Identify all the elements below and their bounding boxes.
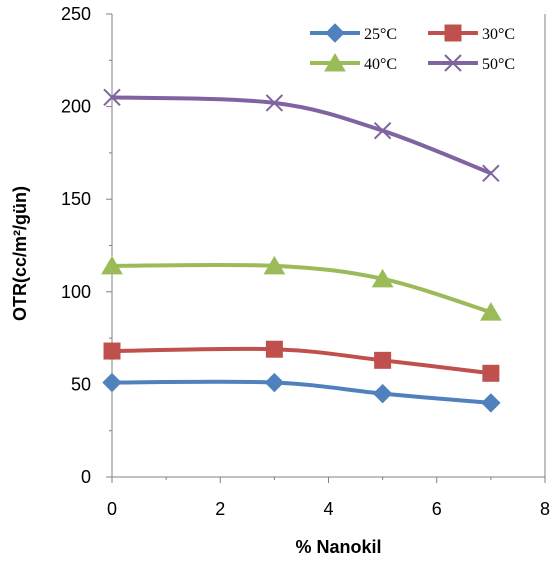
y-tick-label: 100: [61, 282, 91, 302]
x-tick-label: 8: [540, 499, 550, 519]
legend-point: [444, 24, 462, 42]
series-point: [265, 340, 283, 358]
series-line: [111, 262, 492, 315]
legend-item: 30°C: [428, 24, 515, 43]
x-axis-title: % Nanokil: [295, 537, 381, 557]
series-point: [374, 351, 392, 369]
y-axis-title: OTR(cc/m²/gün): [10, 186, 30, 321]
y-tick-label: 200: [61, 97, 91, 117]
x-tick-label: 0: [107, 499, 117, 519]
series-line: [111, 346, 492, 376]
legend-label: 40°C: [364, 56, 397, 73]
legend-label: 25°C: [364, 26, 397, 43]
series-point: [263, 255, 286, 275]
y-tick-label: 150: [61, 189, 91, 209]
series-line: [111, 379, 492, 405]
series-point: [480, 302, 502, 321]
y-tick-label: 50: [71, 374, 91, 394]
series-point: [481, 393, 501, 413]
series-line: [111, 95, 492, 176]
legend-label: 30°C: [482, 26, 515, 43]
series-point: [264, 372, 285, 393]
series-point: [482, 164, 500, 182]
y-tick-label: 0: [81, 467, 91, 487]
series-0: [102, 372, 501, 413]
series-point: [102, 372, 122, 393]
legend-point: [444, 54, 462, 72]
series-1: [103, 340, 500, 382]
series-point: [103, 342, 121, 360]
series-2: [101, 255, 502, 321]
series-point: [372, 383, 393, 404]
plot-area: 0 50 100 150 200 250 0 2 4 6 8: [61, 4, 550, 519]
series-layer: [101, 88, 502, 413]
x-tick-label: 6: [432, 499, 442, 519]
legend-item: 50°C: [428, 54, 515, 73]
series-point: [371, 268, 394, 288]
x-axis-ticks: 0 2 4 6 8: [107, 477, 550, 519]
series-3: [103, 88, 500, 182]
legend-item: 25°C: [310, 23, 397, 43]
series-point: [103, 88, 121, 107]
y-tick-label: 250: [61, 4, 91, 24]
legend-point: [325, 23, 345, 43]
series-point: [265, 94, 284, 112]
series-point: [373, 121, 392, 140]
legend-point: [324, 53, 346, 72]
legend: 25°C 30°C 40°C 50°C: [310, 23, 515, 73]
y-axis-ticks: 0 50 100 150 200 250: [61, 4, 112, 487]
legend-label: 50°C: [482, 56, 515, 73]
x-tick-label: 2: [215, 499, 225, 519]
legend-item: 40°C: [310, 53, 397, 73]
series-point: [482, 364, 500, 382]
series-point: [101, 255, 123, 275]
x-tick-label: 4: [323, 499, 333, 519]
